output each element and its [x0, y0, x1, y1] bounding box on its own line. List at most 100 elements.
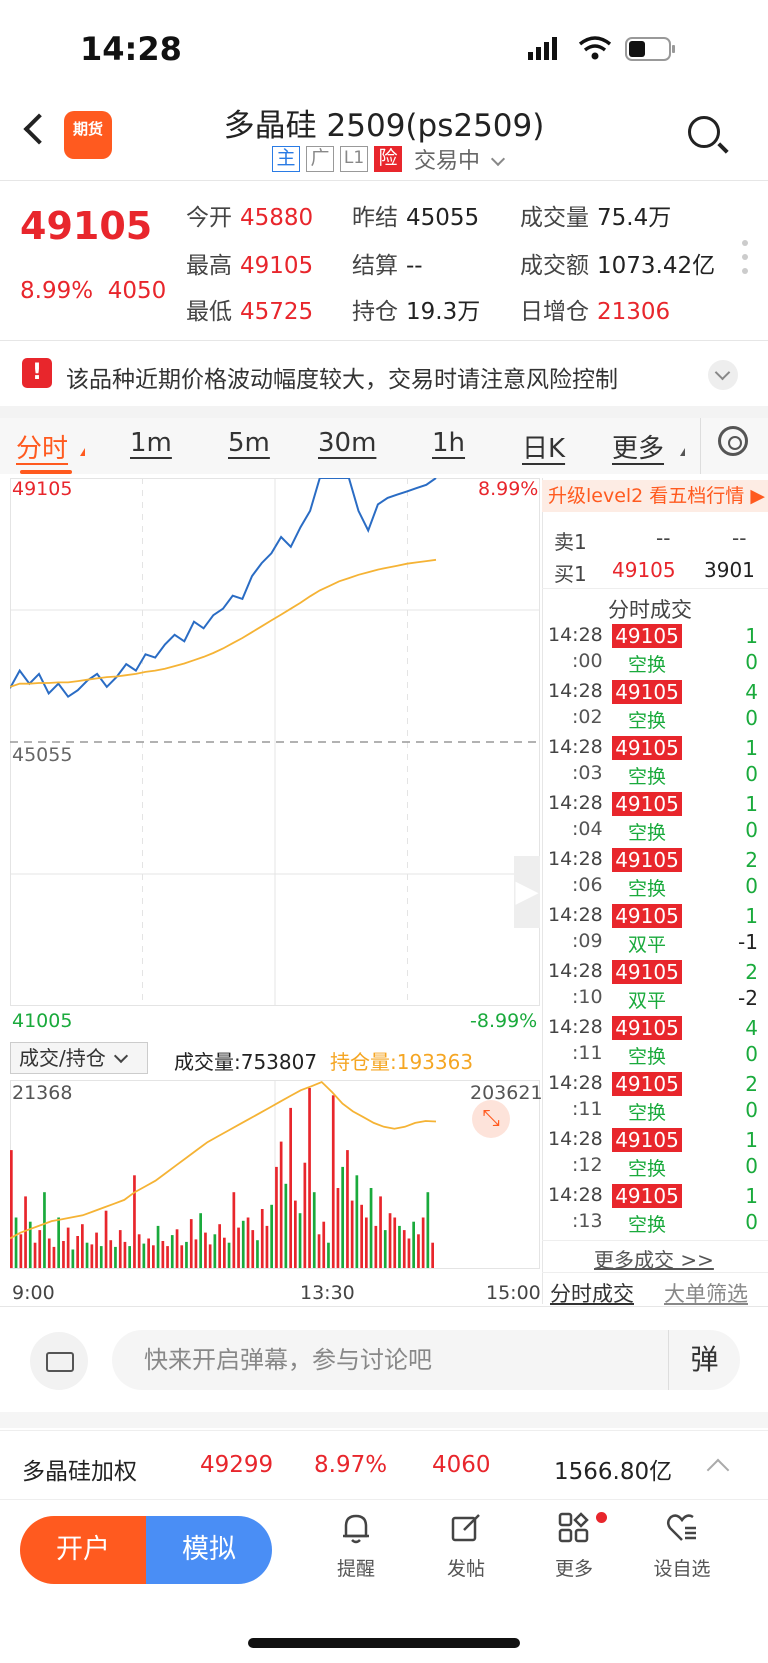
tab-timeshare[interactable]: 分时 — [16, 434, 69, 464]
nav-more[interactable]: 更多 — [534, 1512, 614, 1581]
price-chart[interactable] — [10, 478, 540, 1038]
volume-bar — [170, 1235, 174, 1268]
stat-value: 75.4万 — [597, 205, 672, 231]
price-series — [10, 478, 437, 699]
volume-chart[interactable] — [10, 1080, 540, 1272]
more-dots-icon[interactable] — [742, 240, 748, 280]
stat-settle: 结算 -- — [352, 246, 423, 280]
volume-bar — [308, 1088, 311, 1268]
volume-bar — [398, 1225, 401, 1268]
danmaku-settings-icon[interactable] — [30, 1332, 88, 1390]
trade-seconds: :03 — [572, 762, 603, 784]
volume-bar — [312, 1192, 316, 1268]
panel-divider — [542, 1240, 768, 1241]
comment-input[interactable]: 快来开启弹幕，参与讨论吧 — [112, 1330, 740, 1390]
volume-bar — [128, 1246, 131, 1268]
volume-bar — [402, 1230, 406, 1268]
tab-1m[interactable]: 1m — [130, 428, 172, 458]
level2-upgrade-banner[interactable]: 升级level2 看五档行情 ▶ — [542, 480, 768, 512]
trade-volume: 1 — [745, 736, 758, 760]
trade-price: 49105 — [612, 624, 682, 648]
volume-bar — [208, 1244, 212, 1268]
trade-seconds: :13 — [572, 1210, 603, 1232]
status-bar: 14:28 — [0, 0, 768, 90]
volume-bar — [294, 1200, 297, 1268]
risk-warning-bar[interactable] — [0, 342, 768, 406]
volume-bar — [114, 1246, 117, 1268]
stat-value: 49105 — [240, 253, 314, 279]
volume-bar — [256, 1240, 259, 1268]
volume-bar — [341, 1166, 344, 1268]
volume-bar — [407, 1238, 411, 1268]
battery-icon — [625, 37, 675, 61]
volume-bar — [223, 1237, 226, 1268]
trades-title: 分时成交 — [608, 598, 692, 622]
weighted-index-bar[interactable] — [0, 1430, 768, 1500]
trade-time: 14:28 — [548, 1016, 603, 1038]
stat-turnover: 成交额 1073.42亿 — [520, 246, 715, 280]
nav-post[interactable]: 发帖 — [426, 1512, 506, 1581]
volume-bar — [298, 1213, 302, 1268]
fullscreen-icon[interactable]: ⤡ — [472, 1100, 510, 1138]
gear-icon[interactable] — [718, 426, 748, 456]
volume-bar — [213, 1234, 217, 1268]
trade-time: 14:28 — [548, 848, 603, 870]
simulate-button[interactable]: 模拟 — [146, 1516, 272, 1584]
tab-more[interactable]: 更多 — [612, 434, 665, 464]
danmaku-toggle-button[interactable]: 弹 — [668, 1330, 740, 1390]
active-tab-indicator — [20, 470, 72, 474]
volume-bar — [90, 1244, 94, 1268]
volume-bar — [227, 1242, 231, 1268]
trade-oi-change: 0 — [745, 1154, 758, 1178]
trade-price: 49105 — [612, 1016, 682, 1040]
tab-5m[interactable]: 5m — [228, 428, 270, 458]
tag-risk: 险 — [374, 146, 402, 172]
volume-bar — [360, 1204, 363, 1268]
grid-icon — [558, 1512, 589, 1543]
trade-volume: 1 — [745, 624, 758, 648]
volume-bar — [426, 1192, 430, 1268]
tab-daily-k[interactable]: 日K — [522, 434, 566, 464]
trade-type: 空换 — [627, 878, 666, 900]
tab-1h[interactable]: 1h — [432, 428, 466, 458]
tab-timeshare-trades[interactable]: 分时成交 — [550, 1282, 634, 1306]
trade-volume: 2 — [745, 1072, 758, 1096]
volume-bar — [365, 1217, 368, 1268]
volume-bar — [14, 1217, 18, 1268]
expand-warning-icon[interactable] — [708, 360, 738, 390]
stat-value: -- — [406, 253, 423, 279]
nav-remind[interactable]: 提醒 — [316, 1512, 396, 1581]
trade-time: 14:28 — [548, 1184, 603, 1206]
tab-big-order-filter[interactable]: 大单筛选 — [664, 1282, 748, 1306]
tab-30m[interactable]: 30m — [318, 428, 377, 458]
tab-divider — [700, 418, 701, 474]
stat-volume: 成交量 75.4万 — [520, 198, 671, 232]
volume-bar — [194, 1239, 198, 1268]
trade-oi-change: 0 — [745, 1098, 758, 1122]
change-abs: 4050 — [107, 278, 167, 304]
stat-label: 昨结 — [352, 205, 398, 231]
trade-volume: 1 — [745, 904, 758, 928]
trade-seconds: :09 — [572, 930, 603, 952]
home-indicator — [248, 1638, 520, 1648]
stat-label: 持仓 — [352, 299, 398, 325]
open-account-button[interactable]: 开户 — [20, 1516, 146, 1584]
volume-bar — [232, 1192, 236, 1268]
volume-bar — [393, 1217, 397, 1268]
volume-bar — [412, 1221, 415, 1268]
volume-indicator-select[interactable]: 成交/持仓 — [10, 1042, 148, 1074]
volume-bar — [199, 1213, 202, 1268]
expand-panel-tab[interactable]: ▶ — [514, 856, 540, 928]
volume-bar — [204, 1232, 207, 1268]
ask1-label: 卖1 — [554, 530, 587, 554]
more-trades-link[interactable]: 更多成交 >> — [594, 1248, 714, 1272]
search-icon[interactable] — [688, 116, 720, 148]
trade-type: 空换 — [627, 1046, 666, 1068]
trade-oi-change: 0 — [745, 650, 758, 674]
weighted-name: 多晶硅加权 — [22, 1459, 137, 1485]
nav-add-watchlist[interactable]: 设自选 — [642, 1512, 722, 1581]
trading-status-label: 交易中 — [414, 149, 481, 174]
app-logo[interactable]: 期货 — [64, 111, 112, 159]
trading-status[interactable]: 交易中 — [414, 143, 506, 175]
volume-bar — [57, 1217, 60, 1268]
